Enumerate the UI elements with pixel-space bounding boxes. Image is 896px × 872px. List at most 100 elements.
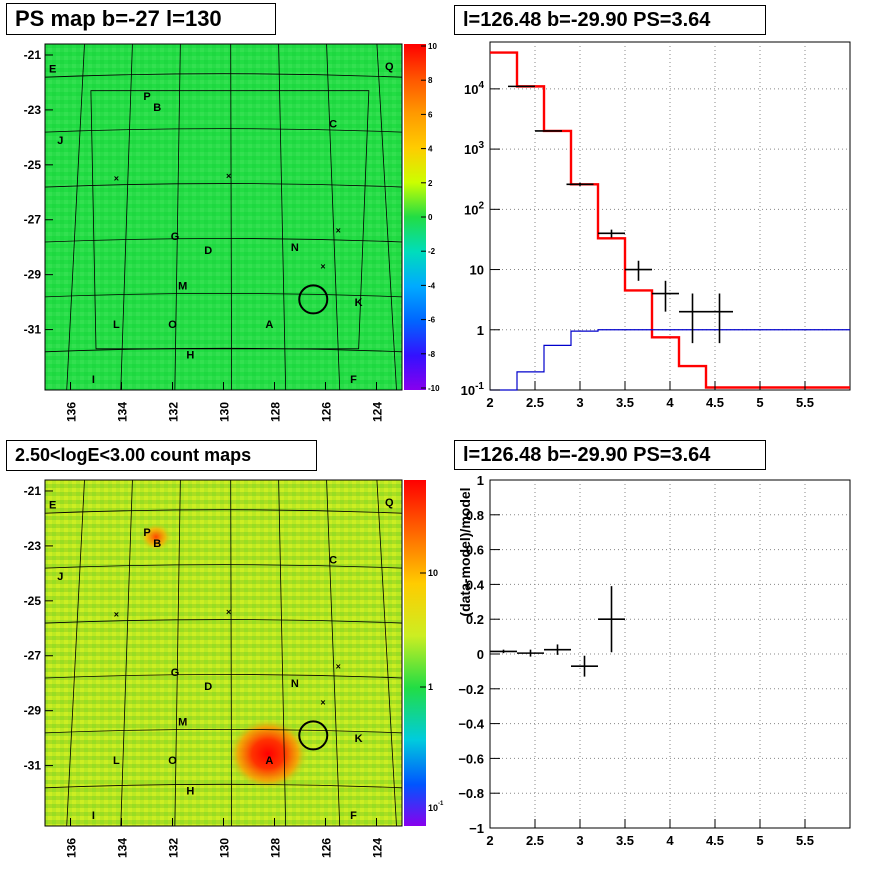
x-tick-label: 134 bbox=[116, 402, 130, 422]
source-label-p: P bbox=[143, 527, 150, 539]
count-map-grid bbox=[44, 479, 403, 827]
source-label-c: C bbox=[329, 119, 337, 131]
x-tick-label: 5.5 bbox=[796, 395, 814, 410]
parallel-line bbox=[44, 183, 403, 188]
source-cross-marker: × bbox=[336, 662, 341, 672]
scale-tick-label: -8 bbox=[428, 350, 436, 359]
meridian-line bbox=[174, 43, 181, 391]
x-tick-label: 3 bbox=[576, 833, 583, 848]
source-label-b: B bbox=[153, 102, 161, 114]
background-histogram bbox=[490, 329, 850, 391]
source-label-h: H bbox=[186, 349, 194, 361]
x-tick-label: 2.5 bbox=[526, 833, 544, 848]
source-label-q: Q bbox=[385, 61, 394, 73]
scale-tick-label: 6 bbox=[428, 110, 433, 119]
scale-tick-label: 0 bbox=[428, 213, 433, 222]
scale-tick-label: 2 bbox=[428, 179, 433, 188]
y-tick-label: -21 bbox=[24, 484, 42, 498]
meridian-line bbox=[120, 43, 133, 391]
spectrum-marks bbox=[490, 51, 850, 391]
ps-map-source-labels: E Q PB C J G D N M K L O A H I F × × × × bbox=[49, 61, 394, 386]
meridian-line bbox=[326, 479, 341, 827]
source-label-i: I bbox=[92, 810, 95, 822]
scale-tick-label: 10 bbox=[428, 42, 437, 51]
source-label-n: N bbox=[291, 242, 299, 254]
y-tick-label: -21 bbox=[24, 48, 42, 62]
x-tick-label: 5 bbox=[756, 395, 763, 410]
y-tick-label: −1 bbox=[469, 821, 484, 836]
meridian-line bbox=[326, 43, 341, 391]
meridian-line bbox=[278, 43, 287, 391]
x-tick-label: 4.5 bbox=[706, 833, 724, 848]
meridian-line bbox=[174, 479, 181, 827]
count-color-scale-ticks: 10 1 10-1 bbox=[420, 568, 444, 813]
y-tick-label: -25 bbox=[24, 594, 42, 608]
x-tick-label: 2 bbox=[486, 395, 493, 410]
target-circle bbox=[298, 284, 329, 315]
source-cross-marker: × bbox=[336, 226, 341, 236]
y-tick-label: 0 bbox=[477, 647, 484, 662]
source-label-g: G bbox=[171, 667, 180, 679]
x-tick-label: 3.5 bbox=[616, 395, 634, 410]
y-tick-label: -29 bbox=[24, 268, 42, 282]
ps-color-scale bbox=[404, 44, 426, 390]
scale-tick-label: 8 bbox=[428, 76, 433, 85]
y-tick-label: -27 bbox=[24, 649, 42, 663]
y-tick-label: −0.4 bbox=[458, 717, 484, 732]
source-label-f: F bbox=[350, 810, 357, 822]
scale-tick-label: -6 bbox=[428, 316, 436, 325]
x-tick-label: 2.5 bbox=[526, 395, 544, 410]
y-tick-label: −0.8 bbox=[458, 786, 484, 801]
count-color-scale bbox=[404, 480, 426, 826]
source-label-i: I bbox=[92, 374, 95, 386]
source-b-glow bbox=[140, 523, 172, 551]
ps-color-scale-ticks: 10 8 6 4 2 0 -2 -4 -6 -8 -10 bbox=[421, 42, 440, 393]
source-label-j: J bbox=[57, 571, 63, 583]
source-label-l: L bbox=[113, 755, 120, 767]
source-cross-marker: × bbox=[114, 174, 119, 184]
source-label-e: E bbox=[49, 500, 56, 512]
model-histogram bbox=[490, 51, 850, 389]
parallel-line bbox=[44, 619, 403, 624]
parallel-line bbox=[44, 783, 403, 789]
meridian-line bbox=[120, 479, 133, 827]
parallel-line bbox=[44, 347, 403, 353]
residual-panel: 2 2.5 3 3.5 4 4.5 5 5.5 1 0.8 0.6 0.4 0.2 0 −0.2 −0.4 −0… bbox=[457, 473, 851, 848]
residual-marks bbox=[490, 586, 625, 677]
y-tick-label: 1 bbox=[477, 473, 484, 488]
y-tick-label: 0.8 bbox=[466, 508, 484, 523]
x-tick-label: 130 bbox=[218, 402, 232, 422]
count-map-panel: E Q PB C J G D N M K L O A H I F × × × × 136 134 132 130 128 126… bbox=[24, 479, 444, 858]
meridian-line bbox=[278, 479, 287, 827]
y-tick-label: 104 bbox=[464, 80, 484, 97]
meridian-line bbox=[376, 479, 397, 827]
source-label-g: G bbox=[171, 231, 180, 243]
scale-tick-label: 10 bbox=[428, 568, 438, 578]
y-tick-label: -25 bbox=[24, 158, 42, 172]
ps-map-axes: 136 134 132 130 128 126 124 -21 -23 -25 -27 -29 -31 bbox=[24, 48, 385, 422]
source-label-n: N bbox=[291, 678, 299, 690]
source-label-a: A bbox=[265, 319, 273, 331]
source-label-a: A bbox=[265, 755, 273, 767]
source-cross-marker: × bbox=[114, 610, 119, 620]
scale-tick-label: -10 bbox=[428, 384, 440, 393]
source-label-o: O bbox=[168, 319, 177, 331]
target-circle bbox=[298, 720, 329, 751]
x-tick-label: 3 bbox=[576, 395, 583, 410]
count-map-area bbox=[44, 479, 403, 827]
source-label-k: K bbox=[355, 733, 363, 745]
scale-tick-label: 1 bbox=[428, 682, 433, 692]
x-tick-label: 128 bbox=[269, 838, 283, 858]
source-label-q: Q bbox=[385, 497, 394, 509]
x-tick-label: 136 bbox=[65, 402, 79, 422]
x-tick-label: 4 bbox=[666, 833, 674, 848]
residual-grid bbox=[490, 480, 850, 828]
y-tick-label: -23 bbox=[24, 539, 42, 553]
count-map-source-labels: E Q PB C J G D N M K L O A H I F × × × × bbox=[49, 497, 394, 822]
y-tick-label: 0.2 bbox=[466, 612, 484, 627]
spectrum-title: l=126.48 b=-29.90 PS=3.64 bbox=[454, 5, 766, 35]
x-tick-label: 124 bbox=[371, 838, 385, 858]
source-label-l: L bbox=[113, 319, 120, 331]
source-label-b: B bbox=[153, 538, 161, 550]
source-cross-marker: × bbox=[226, 171, 231, 181]
